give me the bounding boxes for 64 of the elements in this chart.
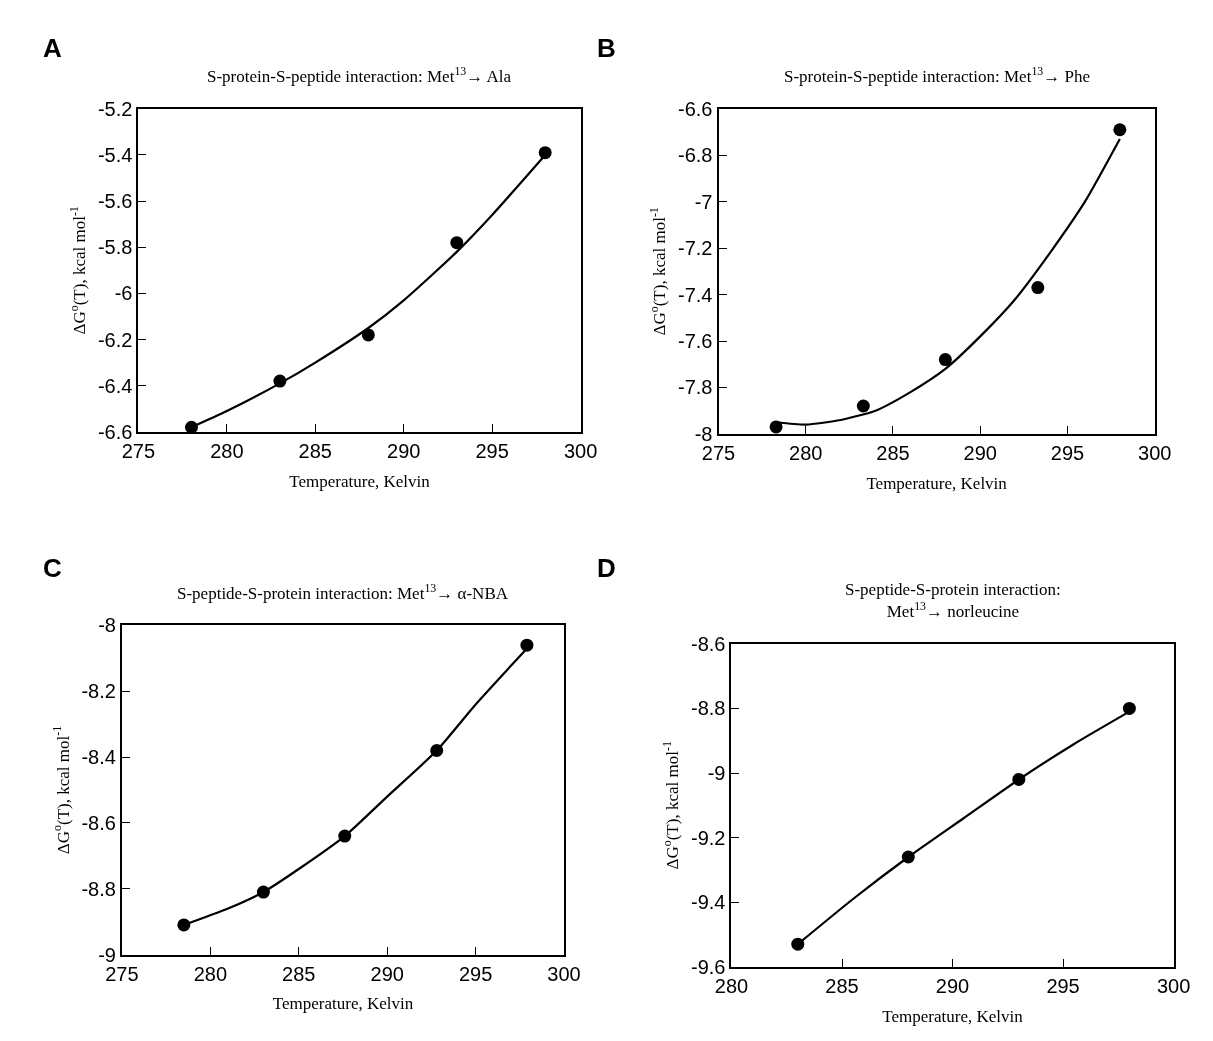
text: A xyxy=(43,33,62,63)
y-tick-label: -5.8 xyxy=(97,236,133,259)
point xyxy=(538,146,552,160)
y-tick-label: -9.4 xyxy=(691,891,726,914)
x-tick-label: 300 xyxy=(547,962,581,985)
x-tick-label: 295 xyxy=(458,962,493,985)
x-axis-title: Temperature, Kelvin xyxy=(289,471,431,491)
y-tick-label: -8.2 xyxy=(81,680,116,703)
chart-title: S-protein-S-peptide interaction: Met$^{13}$→ Ala xyxy=(207,64,512,87)
y-tick-label: -8.6 xyxy=(81,811,116,834)
point xyxy=(1113,123,1127,137)
x-tick-label: 300 xyxy=(1138,441,1172,464)
y-tick-label: -7 xyxy=(694,190,713,213)
point xyxy=(938,353,952,367)
y-tick-label: -5.6 xyxy=(97,190,133,213)
text: C xyxy=(43,553,62,583)
y-tick-label: -6.6 xyxy=(678,97,713,120)
y-tick-label: -6.4 xyxy=(97,374,133,397)
y-tick-label: -7.2 xyxy=(678,237,713,260)
x-axis-title: Temperature, Kelvin xyxy=(882,1006,1024,1026)
x-tick-label: 290 xyxy=(370,962,404,985)
x-tick-label: 290 xyxy=(387,439,421,462)
y-tick-label: -6 xyxy=(114,282,133,305)
y-tick-label: -7.8 xyxy=(678,376,713,399)
x-tick-label: 280 xyxy=(210,439,244,462)
y-tick-label: -5.2 xyxy=(97,97,133,120)
y-tick-label: -8.8 xyxy=(81,877,116,900)
x-tick-label: 285 xyxy=(298,439,332,462)
x-tick-label: 300 xyxy=(1156,974,1191,997)
point xyxy=(450,236,464,250)
text: B xyxy=(597,33,616,63)
x-tick-label: 295 xyxy=(1046,974,1080,997)
y-tick-label: -8 xyxy=(98,614,116,637)
x-tick-label: 280 xyxy=(789,441,823,464)
chart-title: S-protein-S-peptide interaction: Met$^{13}$→ Phe xyxy=(784,64,1091,87)
y-tick-label: -8.4 xyxy=(81,746,116,769)
chart-title: S-peptide-S-protein interaction: Met$^{13}$→ α-NBA xyxy=(177,581,509,604)
x-tick-label: 300 xyxy=(563,439,598,462)
x-tick-label: 290 xyxy=(935,974,970,997)
text: D xyxy=(597,553,616,583)
x-tick-label: 285 xyxy=(876,441,910,464)
y-tick-label: -6.2 xyxy=(97,328,133,351)
chart-title: S-peptide-S-protein interaction: Met$^{13}$→ norleucine xyxy=(845,580,1061,622)
y-tick-label: -5.4 xyxy=(97,143,133,166)
x-tick-label: 285 xyxy=(825,974,859,997)
point xyxy=(520,638,534,652)
x-tick-label: 285 xyxy=(282,962,316,985)
y-tick-label: -7.4 xyxy=(678,283,713,306)
y-tick-label: -8.6 xyxy=(691,632,726,655)
y-tick-label: -9.2 xyxy=(691,826,726,849)
x-tick-label: 295 xyxy=(475,439,509,462)
x-axis-title: Temperature, Kelvin xyxy=(272,994,414,1014)
y-tick-label: -7.6 xyxy=(678,330,713,353)
point xyxy=(361,328,375,342)
y-tick-label: -8.8 xyxy=(691,697,726,720)
x-tick-label: 290 xyxy=(963,441,997,464)
y-tick-label: -9 xyxy=(707,762,726,785)
point xyxy=(856,399,870,413)
y-tick-label: -6.8 xyxy=(678,144,713,167)
point xyxy=(1122,701,1136,715)
x-tick-label: 280 xyxy=(193,962,228,985)
x-axis-title: Temperature, Kelvin xyxy=(866,473,1008,493)
x-tick-label: 295 xyxy=(1050,441,1085,464)
point xyxy=(1031,281,1045,295)
